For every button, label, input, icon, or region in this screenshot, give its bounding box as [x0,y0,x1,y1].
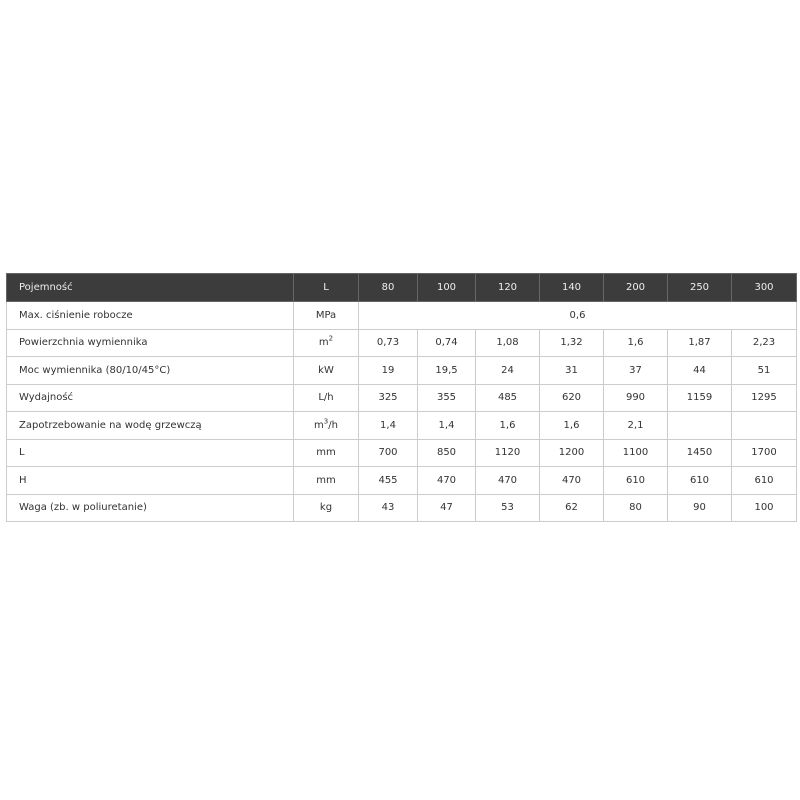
cell-value: 1159 [667,383,732,412]
cell-value: 51 [731,356,797,385]
cell-value: 485 [475,383,540,412]
cell-value: 44 [667,356,732,385]
header-value: 250 [667,273,732,302]
cell-value: 31 [539,356,604,385]
table-row: Powierzchnia wymiennika m2 0,73 0,74 1,08 1,3… [6,328,797,357]
cell-value: 1295 [731,383,797,412]
header-unit: L [293,273,359,302]
merged-value: 0,6 [358,301,797,330]
header-value: 300 [731,273,797,302]
unit-exponent: 3 [323,417,329,426]
cell-value: 1,4 [417,411,476,440]
row-unit: m2 [293,328,359,357]
cell-value: 470 [475,466,540,495]
cell-value: 90 [667,493,732,522]
row-label: Moc wymiennika (80/10/45°C) [6,356,294,385]
row-unit: MPa [293,301,359,330]
cell-value: 1,6 [539,411,604,440]
cell-value: 850 [417,438,476,467]
cell-value: 80 [603,493,668,522]
cell-value: 0,74 [417,328,476,357]
table-row: Zapotrzebowanie na wodę grzewczą m3/h 1,4 1… [6,411,797,440]
row-label: Powierzchnia wymiennika [6,328,294,357]
row-label: Zapotrzebowanie na wodę grzewczą [6,411,294,440]
cell-value: 43 [358,493,418,522]
header-value: 80 [358,273,418,302]
cell-value: 37 [603,356,668,385]
row-label: Waga (zb. w poliuretanie) [6,493,294,522]
cell-value: 47 [417,493,476,522]
table-row: Waga (zb. w poliuretanie) kg 43 47 53 62 80 90 1… [6,493,797,522]
cell-value: 990 [603,383,668,412]
cell-value: 0,73 [358,328,418,357]
cell-value: 2,1 [603,411,668,440]
row-unit: kW [293,356,359,385]
cell-value: 2,23 [731,328,797,357]
cell-value: 1120 [475,438,540,467]
cell-value: 53 [475,493,540,522]
cell-value [731,411,797,440]
unit-base: m [314,419,324,431]
cell-value: 355 [417,383,476,412]
cell-value: 62 [539,493,604,522]
row-unit: m3/h [293,411,359,440]
cell-value: 1100 [603,438,668,467]
header-row: Pojemność L 80 100 120 140 200 250 300 [6,273,797,302]
cell-value: 620 [539,383,604,412]
cell-value: 24 [475,356,540,385]
cell-value: 470 [539,466,604,495]
header-value: 140 [539,273,604,302]
cell-value: 19,5 [417,356,476,385]
cell-value: 455 [358,466,418,495]
cell-value: 100 [731,493,797,522]
row-unit: kg [293,493,359,522]
table-row: Wydajność L/h 325 355 485 620 990 1159 1295 [6,383,797,412]
cell-value: 1,32 [539,328,604,357]
cell-value: 1,6 [475,411,540,440]
cell-value: 1700 [731,438,797,467]
row-label: Wydajność [6,383,294,412]
header-value: 100 [417,273,476,302]
cell-value: 610 [667,466,732,495]
cell-value: 1200 [539,438,604,467]
header-value: 120 [475,273,540,302]
table-row: Moc wymiennika (80/10/45°C) kW 19 19,5 24 31 3… [6,356,797,385]
unit-tail: /h [328,419,338,431]
row-label: Max. ciśnienie robocze [6,301,294,330]
specification-table: Pojemność L 80 100 120 140 200 250 300 M… [6,273,797,522]
cell-value: 470 [417,466,476,495]
cell-value: 1,87 [667,328,732,357]
unit-exponent: 2 [328,334,334,343]
cell-value: 1450 [667,438,732,467]
header-value: 200 [603,273,668,302]
table-row: Max. ciśnienie robocze MPa 0,6 [6,301,797,330]
cell-value: 610 [603,466,668,495]
row-unit: L/h [293,383,359,412]
header-label: Pojemność [6,273,294,302]
cell-value: 1,08 [475,328,540,357]
cell-value [667,411,732,440]
row-label: L [6,438,294,467]
cell-value: 610 [731,466,797,495]
cell-value: 19 [358,356,418,385]
row-unit: mm [293,438,359,467]
cell-value: 700 [358,438,418,467]
cell-value: 1,4 [358,411,418,440]
row-label: H [6,466,294,495]
cell-value: 325 [358,383,418,412]
row-unit: mm [293,466,359,495]
unit-base: m [318,337,329,349]
cell-value: 1,6 [603,328,668,357]
